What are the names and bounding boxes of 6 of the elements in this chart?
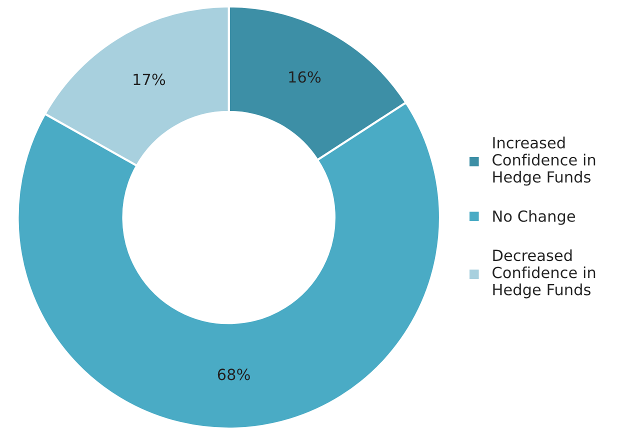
legend-label: No Change — [493, 210, 576, 225]
data-label: 16% — [289, 71, 321, 83]
data-label: 17% — [134, 74, 166, 86]
data-label: 68% — [218, 368, 250, 380]
legend-label: Increased Confidence in Hedge Funds — [492, 136, 596, 186]
legend-label: Decreased Confidence in Hedge Funds — [492, 249, 596, 298]
